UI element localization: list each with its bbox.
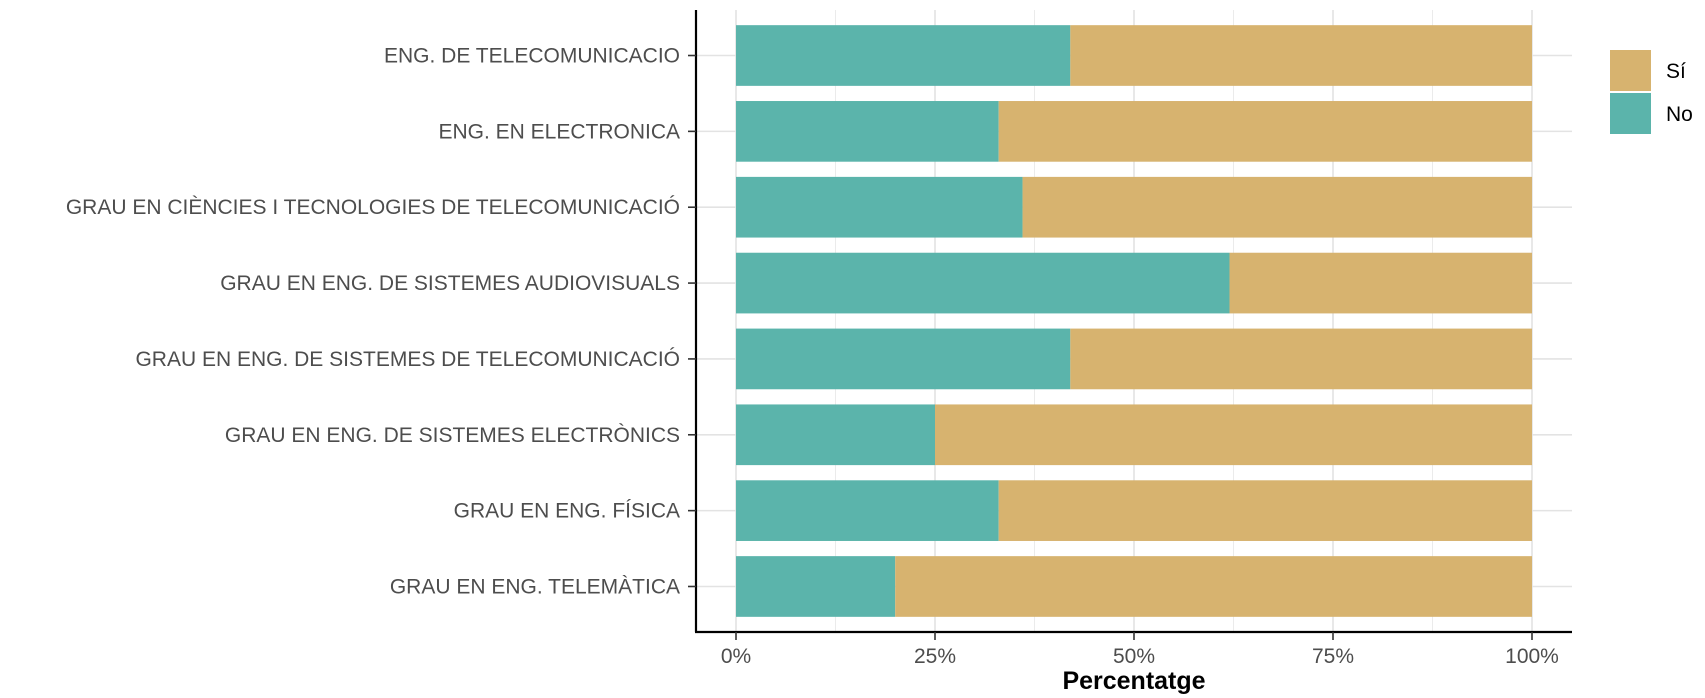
bar-segment-si — [935, 404, 1532, 466]
category-label: GRAU EN CIÈNCIES I TECNOLOGIES DE TELECO… — [66, 196, 680, 219]
legend: Sí No — [1610, 50, 1693, 134]
bar-segment-no — [736, 556, 896, 617]
x-axis-title: Percentatge — [1062, 667, 1205, 695]
category-label: GRAU EN ENG. DE SISTEMES DE TELECOMUNICA… — [135, 348, 680, 371]
bars — [736, 25, 1532, 617]
bar-segment-no — [736, 480, 999, 541]
x-tick-label: 100% — [1505, 645, 1559, 668]
bar-segment-si — [895, 556, 1532, 617]
category-label: ENG. DE TELECOMUNICACIO — [384, 45, 680, 68]
x-tick-label: 50% — [1113, 645, 1155, 668]
bar-segment-no — [736, 328, 1071, 390]
bar-segment-no — [736, 176, 1023, 238]
category-label: GRAU EN ENG. DE SISTEMES AUDIOVISUALS — [220, 272, 680, 295]
bar-segment-si — [1070, 25, 1532, 86]
bar-segment-no — [736, 25, 1071, 86]
bar-segment-si — [1022, 176, 1532, 238]
x-tick-labels: 0% 25% 50% 75% 100% — [721, 645, 1559, 668]
x-tick-label: 0% — [721, 645, 751, 668]
category-label: GRAU EN ENG. FÍSICA — [454, 500, 680, 523]
bar-segment-no — [736, 252, 1230, 314]
category-labels: ENG. DE TELECOMUNICACIO ENG. EN ELECTRONI… — [66, 45, 680, 599]
legend-key-si — [1610, 50, 1651, 91]
bar-segment-si — [1070, 328, 1532, 390]
category-label: ENG. EN ELECTRONICA — [438, 120, 680, 143]
bar-segment-si — [998, 480, 1532, 541]
x-tick-label: 25% — [914, 645, 956, 668]
legend-label-si: Sí — [1666, 60, 1686, 83]
bar-segment-no — [736, 101, 999, 162]
legend-label-no: No — [1666, 103, 1693, 126]
bar-segment-si — [1229, 252, 1532, 314]
bar-segment-no — [736, 404, 935, 466]
axes — [688, 10, 1572, 640]
bar-segment-si — [998, 101, 1532, 162]
category-label: GRAU EN ENG. DE SISTEMES ELECTRÒNICS — [225, 424, 680, 447]
category-label: GRAU EN ENG. TELEMÀTICA — [390, 575, 680, 598]
legend-key-no — [1610, 93, 1651, 134]
x-tick-label: 75% — [1312, 645, 1354, 668]
